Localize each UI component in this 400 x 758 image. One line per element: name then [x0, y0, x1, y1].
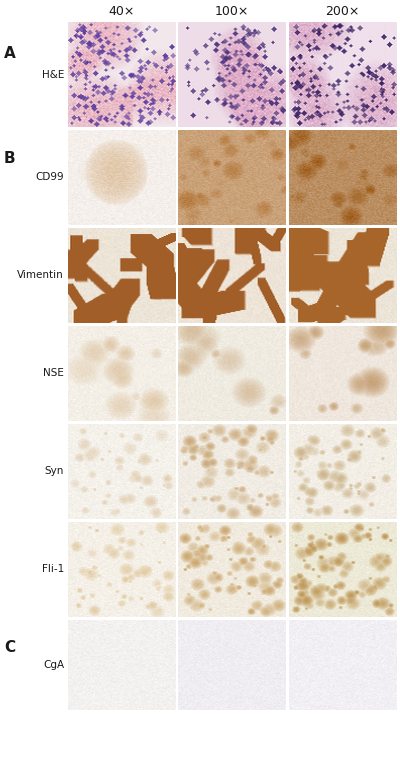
Text: Syn: Syn [45, 466, 64, 477]
Text: C: C [4, 640, 15, 654]
Text: CgA: CgA [43, 660, 64, 670]
Text: 100×: 100× [215, 5, 249, 18]
Text: B: B [4, 151, 16, 166]
Text: 200×: 200× [325, 5, 360, 18]
Text: H&E: H&E [42, 70, 64, 80]
Text: 40×: 40× [108, 5, 135, 18]
Text: CD99: CD99 [35, 173, 64, 183]
Text: A: A [4, 46, 16, 61]
Text: Vimentin: Vimentin [17, 271, 64, 280]
Text: Fli-1: Fli-1 [42, 565, 64, 575]
Text: NSE: NSE [43, 368, 64, 378]
